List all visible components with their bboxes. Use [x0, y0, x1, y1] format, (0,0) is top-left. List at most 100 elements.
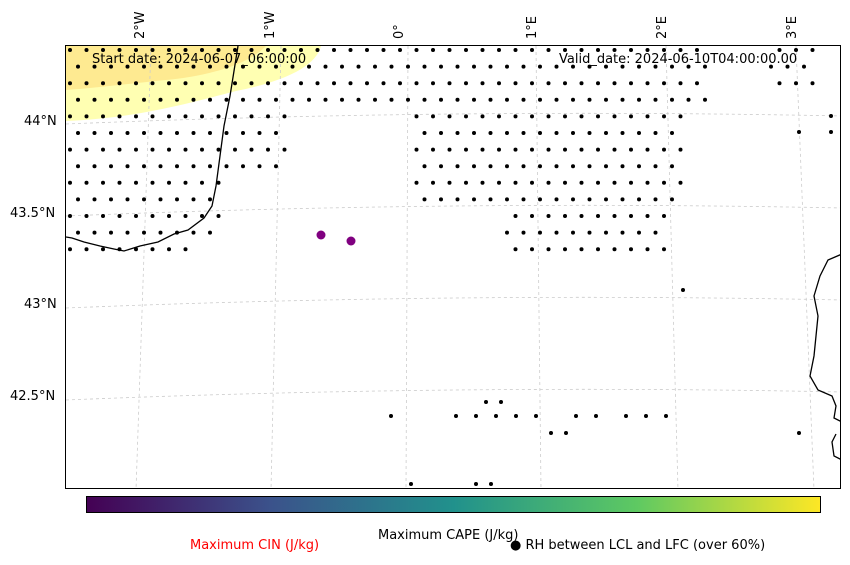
rh-dot: [266, 147, 270, 152]
rh-dot: [200, 147, 204, 152]
rh-dot: [249, 147, 254, 152]
rh-dot: [299, 81, 303, 86]
rh-dot: [439, 64, 443, 69]
rh-dot: [797, 130, 801, 134]
rh-dot: [92, 230, 97, 235]
rh-dot: [431, 81, 435, 86]
rh-dot: [431, 114, 435, 119]
rh-dot: [612, 247, 617, 252]
rh-dot: [183, 114, 188, 119]
rh-dot: [315, 81, 320, 86]
rh-dot: [488, 131, 493, 135]
rh-dot: [662, 180, 666, 185]
rh-dot: [571, 164, 575, 169]
cin-point: [346, 236, 356, 246]
rh-dot: [662, 247, 666, 252]
rh-dot: [587, 197, 592, 202]
rh-dot: [494, 414, 498, 418]
rh-dot: [563, 214, 567, 218]
rh-dot: [158, 64, 163, 69]
rh-dot: [678, 48, 683, 52]
rh-dot: [101, 147, 105, 152]
rh-dot: [505, 64, 509, 69]
rh-dot: [662, 114, 666, 119]
rh-dot: [167, 81, 171, 86]
rh-dot: [84, 114, 89, 119]
rh-dot: [439, 131, 443, 135]
rh-dot: [175, 164, 179, 169]
rh-dot: [563, 114, 567, 119]
rh-dot: [381, 81, 386, 86]
rh-dot: [101, 48, 105, 52]
rh-dot: [571, 64, 575, 69]
rh-dot: [612, 147, 617, 152]
rh-dot: [422, 197, 427, 202]
rh-dot: [563, 81, 567, 86]
rh-dot: [484, 400, 488, 404]
rh-dot: [596, 180, 600, 185]
lon-label-0: 0°: [392, 24, 407, 39]
rh-dot: [216, 48, 221, 52]
rh-dot: [521, 230, 526, 235]
rh-dot: [810, 48, 815, 52]
rh-dot: [439, 97, 443, 102]
rh-dot: [340, 64, 344, 69]
rh-dot: [76, 131, 80, 135]
rh-dot: [249, 81, 254, 86]
rh-dot: [670, 97, 674, 102]
rh-dot: [373, 64, 377, 69]
rh-dot: [414, 180, 419, 185]
rh-dot: [150, 180, 155, 185]
rh-dot: [670, 197, 674, 202]
start-date-text: Start date: 2024-06-07_06:00:00: [92, 52, 307, 67]
rh-dot: [208, 230, 212, 235]
rh-dot: [571, 131, 575, 135]
rh-dot: [200, 81, 204, 86]
rh-dot: [538, 131, 542, 135]
rh-dot: [241, 131, 245, 135]
rh-dot: [76, 230, 80, 235]
rh-dot: [76, 164, 80, 169]
rh-dot: [579, 247, 584, 252]
rh-dot: [538, 197, 542, 202]
rh-dot: [612, 214, 617, 218]
rh-dot: [513, 114, 518, 119]
rh-dot: [134, 214, 138, 218]
rh-dot: [224, 97, 229, 102]
rh-dot: [183, 214, 188, 218]
map-canvas: [66, 46, 840, 488]
rh-dot: [340, 97, 344, 102]
rh-dot: [695, 48, 699, 52]
rh-dot: [554, 197, 559, 202]
rh-dot: [480, 81, 485, 86]
rh-dot: [530, 214, 534, 218]
rh-dot: [167, 180, 171, 185]
rh-dot: [637, 97, 641, 102]
rh-dot: [117, 81, 122, 86]
rh-dot: [233, 48, 237, 52]
rh-dot: [624, 414, 628, 418]
rh-dot: [629, 147, 633, 152]
rh-dot: [208, 131, 212, 135]
rh-dot: [546, 147, 551, 152]
rh-dot: [530, 180, 534, 185]
rh-dot: [101, 214, 105, 218]
rh-dot: [769, 64, 773, 69]
rh-dot: [241, 64, 245, 69]
rh-dot: [150, 147, 155, 152]
rh-dot: [455, 164, 460, 169]
rh-dot: [499, 400, 503, 404]
rh-dot: [175, 64, 179, 69]
rh-dot: [571, 230, 575, 235]
rh-dot: [257, 97, 262, 102]
rh-dot: [554, 64, 559, 69]
rh-dot: [68, 147, 72, 152]
rh-dot: [274, 131, 278, 135]
rh-dot: [455, 64, 460, 69]
rh-dot: [142, 97, 146, 102]
rh-dot: [637, 230, 641, 235]
rh-dot: [604, 230, 608, 235]
rh-dot: [101, 247, 105, 252]
rh-dot: [208, 197, 212, 202]
rh-dot: [447, 81, 452, 86]
